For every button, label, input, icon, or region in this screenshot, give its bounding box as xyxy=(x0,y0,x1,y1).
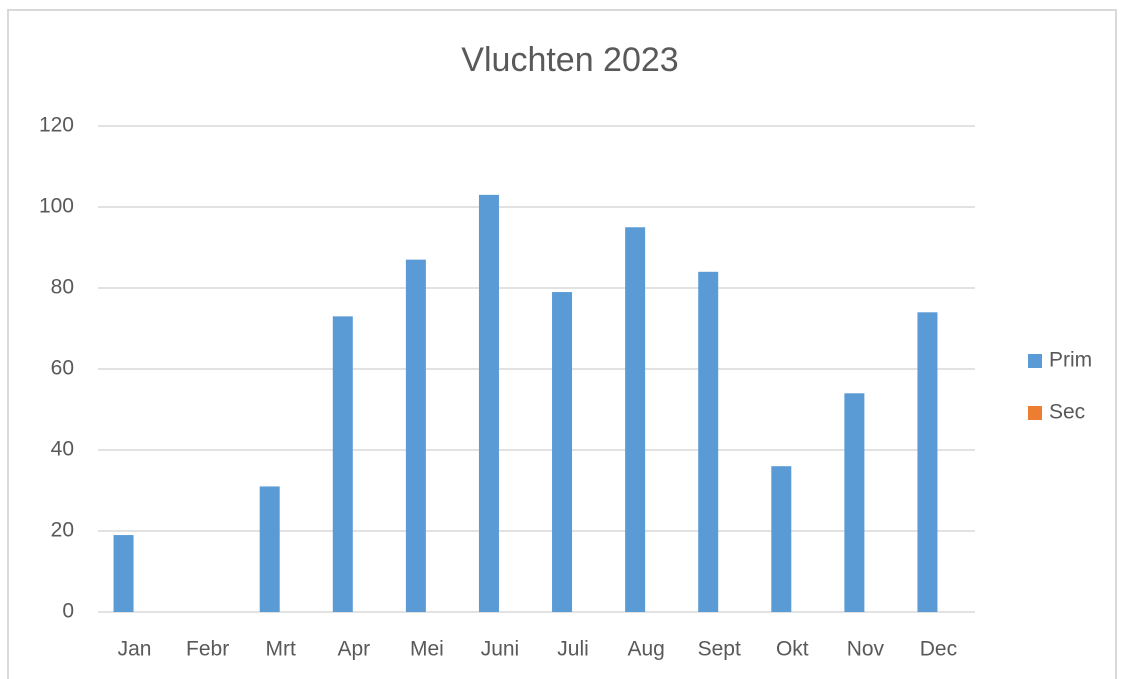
y-tick-label: 80 xyxy=(51,276,74,299)
y-tick-label: 0 xyxy=(62,600,74,623)
legend-swatch xyxy=(1028,354,1042,368)
legend-label: Sec xyxy=(1049,401,1085,424)
bar xyxy=(478,194,499,612)
bar xyxy=(917,312,938,612)
bar xyxy=(844,393,865,612)
x-tick-label: Juni xyxy=(481,638,520,661)
bar xyxy=(625,227,646,612)
y-tick-label: 100 xyxy=(39,195,74,218)
bar xyxy=(771,466,792,612)
x-tick-label: Mei xyxy=(410,638,444,661)
x-tick-label: Juli xyxy=(557,638,589,661)
x-tick-label: Dec xyxy=(920,638,957,661)
x-tick-label: Apr xyxy=(337,638,370,661)
y-tick-label: 120 xyxy=(39,114,74,137)
y-tick-label: 60 xyxy=(51,357,74,380)
y-tick-label: 40 xyxy=(51,438,74,461)
bar xyxy=(552,292,573,612)
x-tick-label: Aug xyxy=(627,638,664,661)
bar xyxy=(332,316,353,612)
bar xyxy=(405,259,426,612)
legend-label: Prim xyxy=(1049,349,1092,372)
chart-title: Vluchten 2023 xyxy=(461,41,678,79)
x-tick-label: Sept xyxy=(698,638,741,661)
x-tick-label: Mrt xyxy=(266,638,296,661)
bar xyxy=(259,486,280,612)
x-tick-label: Nov xyxy=(847,638,885,661)
bar xyxy=(113,535,134,612)
legend-swatch xyxy=(1028,406,1042,420)
y-tick-label: 20 xyxy=(51,519,74,542)
x-tick-label: Jan xyxy=(118,638,152,661)
bar xyxy=(698,271,719,612)
x-tick-label: Okt xyxy=(776,638,809,661)
x-tick-label: Febr xyxy=(186,638,229,661)
